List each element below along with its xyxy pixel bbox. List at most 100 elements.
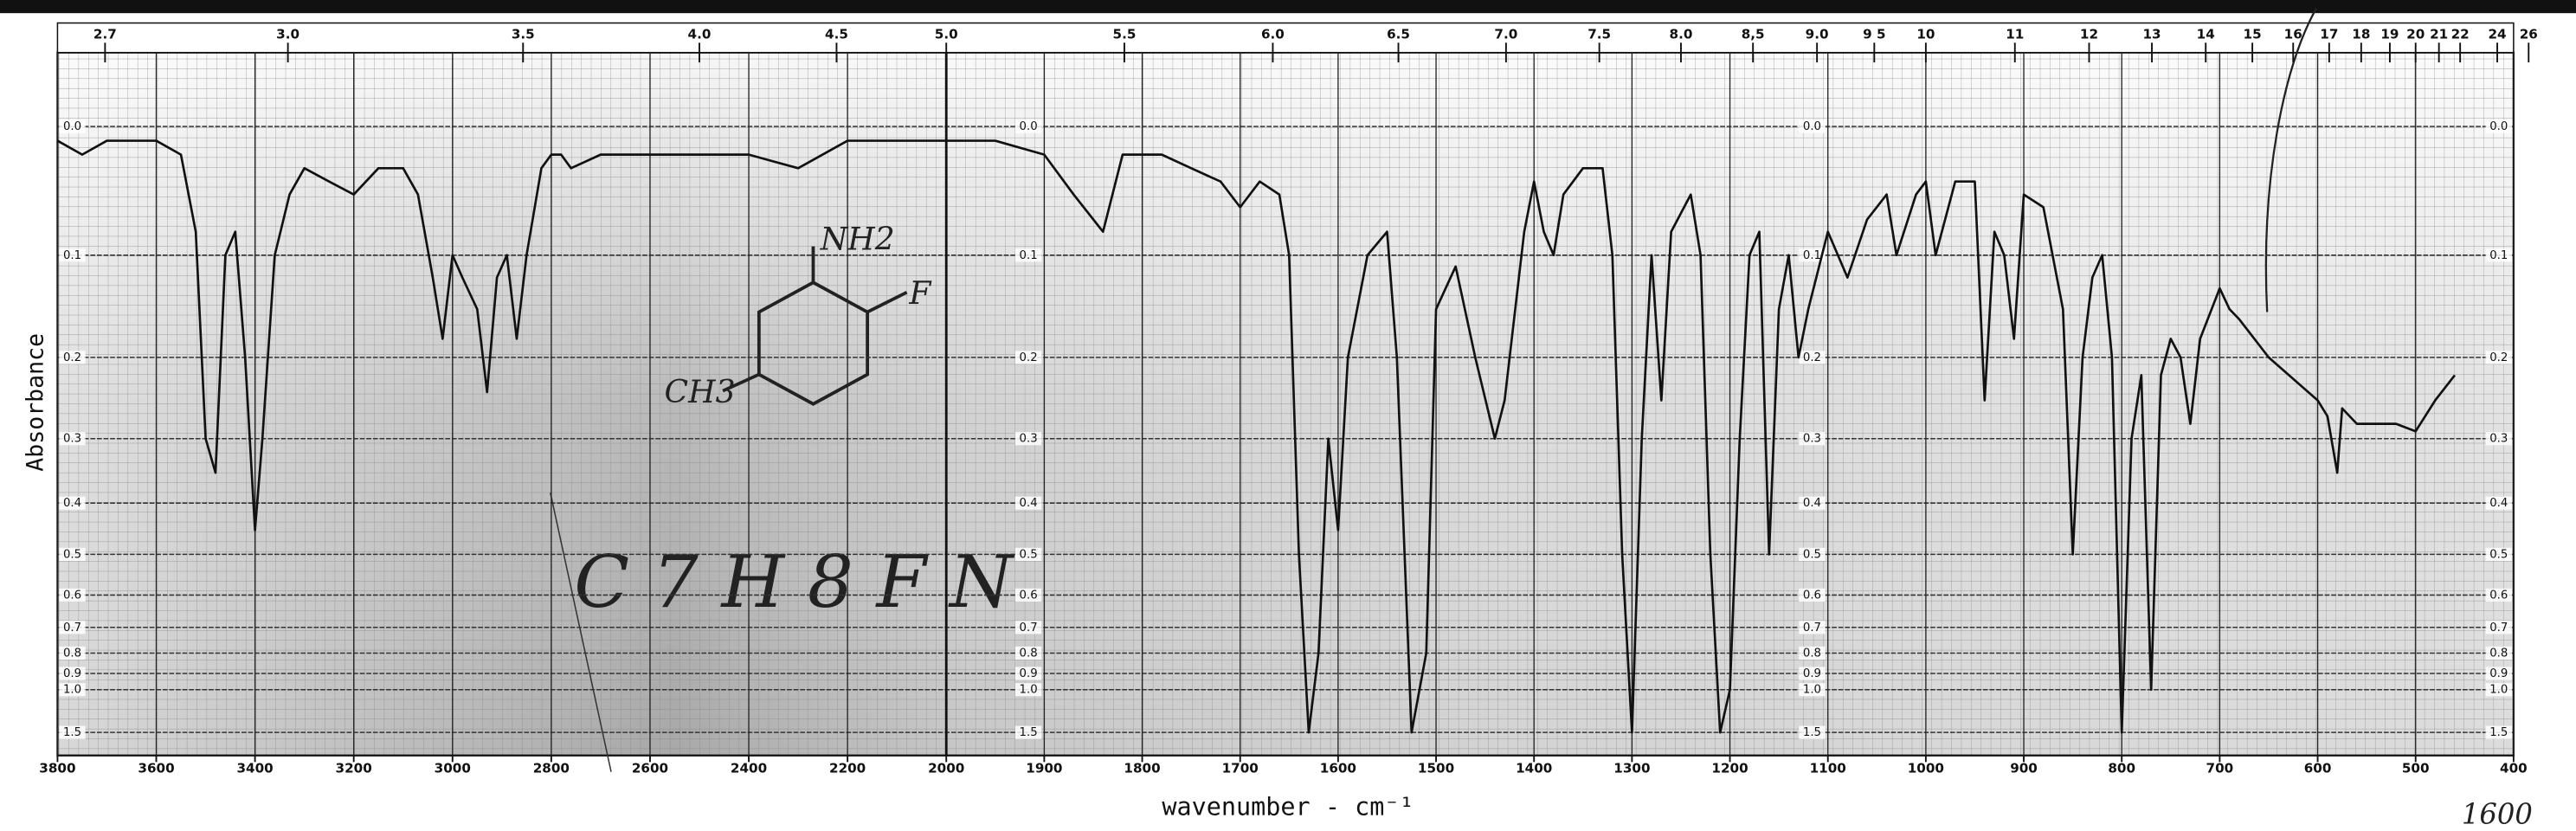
y-tick-label: 0.2 (1020, 351, 1038, 364)
x-tick-label: 3600 (138, 760, 174, 776)
y-tick-label-bg (2485, 119, 2512, 133)
y-tick-label: 0.6 (2489, 589, 2508, 602)
y-tick-label: 0.0 (63, 120, 81, 133)
y-tick-label-bg (1799, 725, 1826, 739)
x-tick-label: 1900 (1026, 760, 1062, 776)
x-tick-label: 2800 (533, 760, 570, 776)
y-tick-label: 0.6 (1020, 589, 1038, 602)
y-tick-label-bg (2485, 683, 2512, 697)
y-tick-label-bg (59, 725, 86, 739)
top-tick-label: 17 (2320, 26, 2338, 42)
y-tick-label: 0.0 (2489, 120, 2508, 133)
y-tick-label-bg (1799, 248, 1826, 262)
y-tick-label-bg (59, 646, 86, 660)
y-tick-label: 0.8 (1803, 647, 1821, 660)
top-tick-label: 4.5 (825, 26, 848, 42)
top-tick-label: 9.0 (1806, 26, 1829, 42)
y-tick-label-bg (1799, 588, 1826, 602)
top-tick-label: 7.5 (1587, 26, 1611, 42)
y-tick-label: 0.3 (1020, 433, 1038, 446)
y-tick-label-bg (1799, 683, 1826, 697)
top-tick-label: 13 (2142, 26, 2161, 42)
y-tick-label: 0.4 (1020, 497, 1038, 510)
y-tick-label-bg (1799, 667, 1826, 680)
x-tick-label: 3000 (435, 760, 471, 776)
y-tick-label-bg (1799, 119, 1826, 133)
y-tick-label: 1.5 (63, 726, 81, 739)
y-tick-label: 0.9 (1803, 667, 1821, 680)
spectrum-line (56, 139, 2457, 734)
y-tick-label-bg (2485, 547, 2512, 562)
y-tick-label: 1.5 (1803, 726, 1821, 739)
y-tick-label-bg (59, 432, 86, 446)
fine-grid (57, 52, 2514, 756)
x-tick-label: 1100 (1810, 760, 1846, 776)
y-tick-label: 0.9 (2489, 667, 2508, 680)
bonds (722, 246, 908, 393)
structure-label: CH3 (665, 374, 736, 410)
formula: C7H8FN (574, 540, 1035, 624)
x-tick-label: 800 (2108, 760, 2135, 776)
y-tick-label-bg (59, 496, 86, 510)
y-tick-label: 0.2 (63, 351, 81, 364)
y-tick-label: 0.2 (1803, 351, 1821, 364)
y-tick-label: 0.3 (1803, 433, 1821, 446)
y-tick-label-bg (1014, 248, 1042, 262)
y-tick-label-bg (1014, 351, 1042, 364)
y-tick-label: 0.4 (2489, 497, 2508, 510)
x-axis-title: wavenumber - cm⁻¹ (1162, 792, 1414, 821)
top-tick-label: 3.5 (512, 26, 535, 42)
top-tick-label: 3.0 (276, 26, 299, 42)
y-tick-label-bg (1014, 667, 1042, 680)
y-tick-label: 0.3 (2489, 433, 2508, 446)
top-scale-band (56, 22, 2515, 54)
top-tick-label: 6.5 (1387, 26, 1410, 42)
y-tick-label: 0.9 (63, 667, 81, 680)
pen-stroke (2264, 7, 2318, 312)
x-tick-label: 3400 (236, 760, 273, 776)
y-tick-label: 1.0 (1803, 684, 1821, 697)
top-tick-label: 11 (2006, 26, 2024, 42)
y-tick-label-bg (59, 621, 86, 635)
y-tick-label: 1.0 (2489, 684, 2508, 697)
y-tick-label-bg (59, 683, 86, 697)
y-tick-label: 0.5 (2489, 548, 2508, 561)
x-tick-label: 1500 (1418, 760, 1454, 776)
top-tick-label: 5.0 (935, 26, 958, 42)
x-tick-label: 600 (2304, 760, 2332, 776)
top-tick-label: 24 (2488, 26, 2506, 42)
x-tick-label: 1000 (1908, 760, 1944, 776)
y-tick-label: 0.1 (2489, 249, 2508, 262)
handwritten-note: 1600 (2462, 797, 2533, 830)
y-tick-label-bg (1014, 496, 1042, 510)
top-tick-label: 6.0 (1261, 26, 1285, 42)
y-tick-label-bg (1014, 621, 1042, 635)
y-tick-label: 0.5 (1803, 548, 1821, 561)
x-tick-label: 400 (2500, 760, 2528, 776)
top-tick-label: 21 (2430, 26, 2448, 42)
x-tick-label: 1400 (1516, 760, 1552, 776)
x-tick-label: 2600 (632, 760, 668, 776)
y-tick-label-bg (2485, 667, 2512, 680)
y-tick-label: 0.1 (1803, 249, 1821, 262)
y-tick-label: 0.2 (2489, 351, 2508, 364)
top-tick-label: 4.0 (688, 26, 712, 42)
x-tick-label: 700 (2206, 760, 2234, 776)
scan-edge (0, 0, 2576, 14)
x-tick-label: 1200 (1711, 760, 1748, 776)
y-tick-label-bg (59, 547, 86, 562)
y-tick-label-bg (59, 588, 86, 602)
x-tick-label: 900 (2010, 760, 2038, 776)
y-tick-label-bg (1799, 496, 1826, 510)
y-tick-label-bg (2485, 351, 2512, 364)
top-tick-label: 22 (2451, 26, 2470, 42)
y-tick-label-bg (59, 119, 86, 133)
top-tick-label: 8,5 (1742, 26, 1765, 42)
y-tick-label: 0.7 (1803, 622, 1821, 635)
y-tick-label: 0.6 (63, 589, 81, 602)
y-tick-label: 0.4 (63, 497, 81, 510)
y-tick-label-bg (1014, 588, 1042, 602)
y-tick-label-bg (1799, 547, 1826, 562)
structure-label: F (908, 275, 932, 312)
